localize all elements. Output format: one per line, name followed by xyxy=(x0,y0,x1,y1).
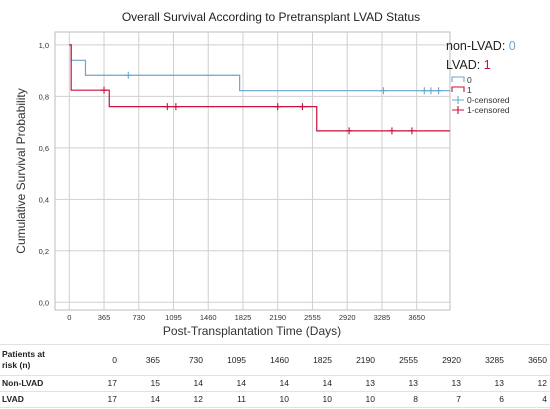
y-tick-label: 0,2 xyxy=(39,247,49,256)
risk-table-row-label: Non-LVAD xyxy=(0,375,77,392)
censor-mark-1 xyxy=(163,103,171,111)
risk-table-cell: 14 xyxy=(292,375,335,392)
censor-mark-0 xyxy=(420,87,428,95)
grid xyxy=(55,32,450,310)
x-tick-label: 1095 xyxy=(165,313,182,322)
censor-mark-1 xyxy=(100,86,108,94)
risk-table-cell: 10 xyxy=(249,391,292,408)
risk-table-time: 2920 xyxy=(421,344,464,376)
risk-table-cell: 14 xyxy=(163,375,206,392)
censor-mark-0 xyxy=(379,87,387,95)
risk-table-row-label: LVAD xyxy=(0,391,77,408)
risk-table-cell: 17 xyxy=(77,391,120,408)
risk-table: Patients at risk (n) 0 365 730 1095 1460 1825 21… xyxy=(0,344,550,408)
y-axis-title: Cumulative Survival Probability xyxy=(14,88,28,253)
legend-line-symbol xyxy=(451,86,465,92)
censor-mark-1 xyxy=(408,127,416,135)
risk-table-cell: 14 xyxy=(120,391,163,408)
risk-table-cell: 17 xyxy=(77,375,120,392)
x-tick-label: 1825 xyxy=(235,313,252,322)
legend-label: 1 xyxy=(467,85,472,95)
risk-table-cell: 12 xyxy=(163,391,206,408)
risk-table-cell: 4 xyxy=(507,391,550,408)
risk-table-time: 730 xyxy=(163,344,206,376)
x-tick-label: 1460 xyxy=(200,313,217,322)
risk-table-cell: 8 xyxy=(378,391,421,408)
censor-mark-1 xyxy=(172,103,180,111)
plot-area xyxy=(54,31,451,311)
risk-table-cell: 6 xyxy=(464,391,507,408)
risk-table-cell: 13 xyxy=(335,375,378,392)
y-tick-label: 0,4 xyxy=(39,195,49,204)
risk-table-cell: 15 xyxy=(120,375,163,392)
survival-chart: Overall Survival According to Pretranspl… xyxy=(14,10,516,338)
tick-labels: 0 365 730 1095 1460 1825 2190 2555 2920 3285 3650 0… xyxy=(39,41,425,322)
group-legend-item: LVAD: 1 xyxy=(446,58,491,72)
x-tick-label: 2190 xyxy=(269,313,286,322)
x-axis-title: Post-Transplantation Time (Days) xyxy=(163,324,341,338)
risk-table-time: 2555 xyxy=(378,344,421,376)
y-tick-label: 0,6 xyxy=(39,144,49,153)
censor-mark-0 xyxy=(124,71,132,79)
legend-label: 0-censored xyxy=(467,95,510,105)
x-tick-label: 365 xyxy=(98,313,111,322)
legend-label: 1-censored xyxy=(467,105,510,115)
x-tick-label: 730 xyxy=(133,313,146,322)
y-tick-label: 0,0 xyxy=(39,298,49,307)
risk-table-cell: 11 xyxy=(206,391,249,408)
y-tick-label: 0,8 xyxy=(39,92,49,101)
censor-mark-0 xyxy=(427,87,435,95)
survival-curve-1 xyxy=(69,44,450,132)
risk-table-cell: 12 xyxy=(507,375,550,392)
risk-table-time: 3650 xyxy=(507,344,550,376)
risk-table-cell: 14 xyxy=(249,375,292,392)
legend-line-symbol xyxy=(451,76,465,82)
legend-label: 0 xyxy=(467,75,472,85)
x-tick-label: 0 xyxy=(67,313,71,322)
x-tick-label: 2920 xyxy=(339,313,356,322)
risk-table-time: 365 xyxy=(120,344,163,376)
x-tick-label: 3285 xyxy=(374,313,391,322)
x-tick-label: 3650 xyxy=(408,313,425,322)
risk-table-time: 1460 xyxy=(249,344,292,376)
risk-table-cell: 13 xyxy=(378,375,421,392)
censor-mark-1 xyxy=(274,103,282,111)
risk-table-time: 2190 xyxy=(335,344,378,376)
censor-mark-1 xyxy=(388,127,396,135)
chart-title: Overall Survival According to Pretranspl… xyxy=(122,10,420,24)
legend-plus-symbol xyxy=(452,106,464,114)
series-layer xyxy=(69,44,450,135)
censor-mark-0 xyxy=(435,87,443,95)
censor-mark-1 xyxy=(345,127,353,135)
risk-table-cell: 13 xyxy=(421,375,464,392)
group-legend: non-LVAD: 0 LVAD: 1 xyxy=(446,39,516,72)
risk-table-time: 1095 xyxy=(206,344,249,376)
x-tick-label: 2555 xyxy=(304,313,321,322)
risk-table-cell: 7 xyxy=(421,391,464,408)
risk-table-row: LVAD 17 14 12 11 10 10 10 8 7 6 4 xyxy=(0,391,550,408)
risk-table-time: 1825 xyxy=(292,344,335,376)
risk-table-time: 0 xyxy=(77,344,120,376)
censor-mark-1 xyxy=(298,103,306,111)
risk-table-time: 3285 xyxy=(464,344,507,376)
risk-table-row: Non-LVAD 17 15 14 14 14 14 13 13 13 13 12 xyxy=(0,375,550,392)
risk-table-header-row: Patients at risk (n) 0 365 730 1095 1460 1825 21… xyxy=(0,344,550,376)
risk-table-cell: 10 xyxy=(335,391,378,408)
risk-table-cell: 13 xyxy=(464,375,507,392)
legend-plus-symbol xyxy=(452,96,464,104)
risk-table-cell: 14 xyxy=(206,375,249,392)
risk-table-cell: 10 xyxy=(292,391,335,408)
y-tick-label: 1,0 xyxy=(39,41,49,50)
risk-table-header-label: Patients at risk (n) xyxy=(0,344,77,376)
group-legend-item: non-LVAD: 0 xyxy=(446,39,516,53)
